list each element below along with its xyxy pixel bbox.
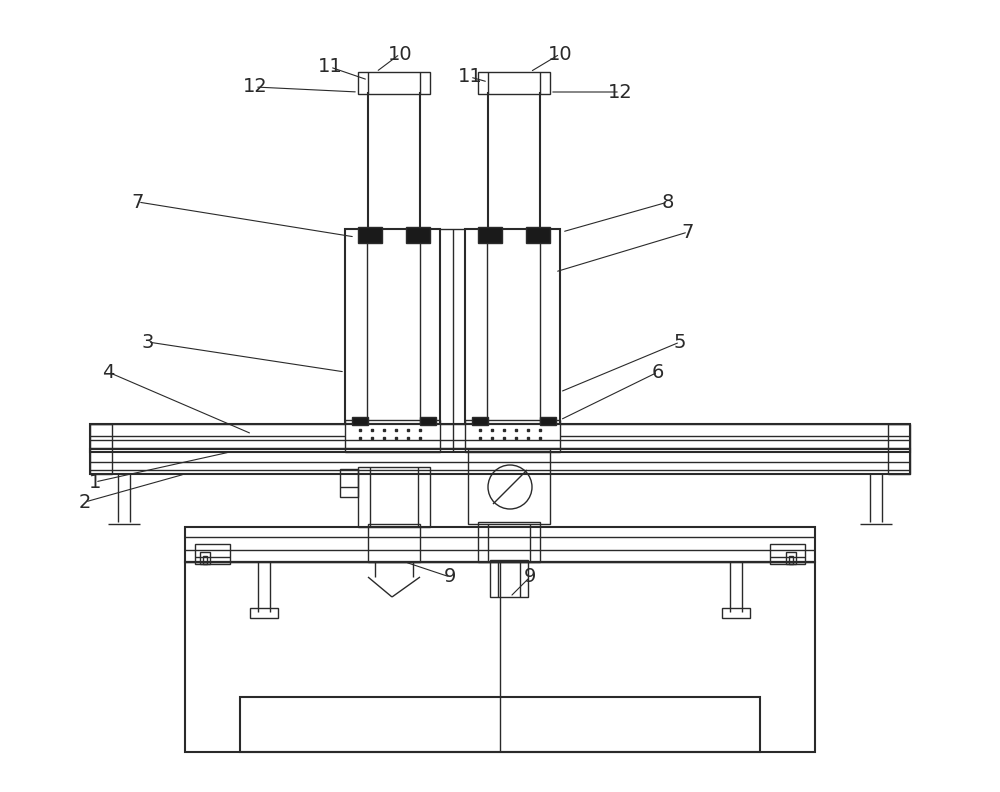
Text: 4: 4 — [102, 363, 114, 382]
Bar — [526, 227, 550, 243]
Bar — [340, 469, 358, 497]
Bar — [358, 227, 382, 243]
Bar — [722, 608, 750, 618]
Bar — [195, 544, 230, 564]
Text: 6: 6 — [652, 363, 664, 382]
Bar — [358, 467, 430, 527]
Bar — [490, 560, 528, 597]
Bar — [358, 72, 430, 94]
Bar — [250, 608, 278, 618]
Text: 9: 9 — [524, 568, 536, 587]
Bar — [465, 229, 560, 424]
Bar — [478, 227, 502, 243]
Text: 12: 12 — [608, 82, 632, 101]
Text: 11: 11 — [318, 58, 342, 77]
Text: 7: 7 — [682, 223, 694, 242]
Bar — [185, 527, 815, 562]
Bar — [185, 562, 815, 752]
Bar — [368, 524, 420, 562]
Bar — [888, 424, 910, 474]
Bar — [478, 522, 540, 562]
Bar — [478, 72, 550, 94]
Text: 12: 12 — [243, 78, 267, 97]
Bar — [406, 227, 430, 243]
Text: 10: 10 — [548, 44, 572, 63]
Bar — [352, 417, 368, 425]
Text: 5: 5 — [674, 333, 686, 352]
Text: 3: 3 — [142, 333, 154, 352]
Bar — [200, 552, 210, 564]
Text: 10: 10 — [388, 44, 412, 63]
Text: 2: 2 — [79, 493, 91, 512]
Bar — [90, 449, 910, 474]
Text: 1: 1 — [89, 473, 101, 492]
Text: 8: 8 — [662, 192, 674, 211]
Bar — [472, 417, 488, 425]
Bar — [468, 449, 550, 524]
Bar — [240, 697, 760, 752]
Text: 11: 11 — [458, 67, 482, 86]
Bar — [90, 424, 112, 474]
Bar — [786, 552, 796, 564]
Bar — [465, 420, 560, 452]
Text: 7: 7 — [132, 192, 144, 211]
Bar — [203, 556, 207, 564]
Bar — [90, 424, 910, 452]
Bar — [770, 544, 805, 564]
Bar — [345, 420, 440, 452]
Bar — [789, 556, 793, 564]
Bar — [345, 229, 440, 424]
Text: 9: 9 — [444, 568, 456, 587]
Bar — [540, 417, 556, 425]
Bar — [420, 417, 436, 425]
